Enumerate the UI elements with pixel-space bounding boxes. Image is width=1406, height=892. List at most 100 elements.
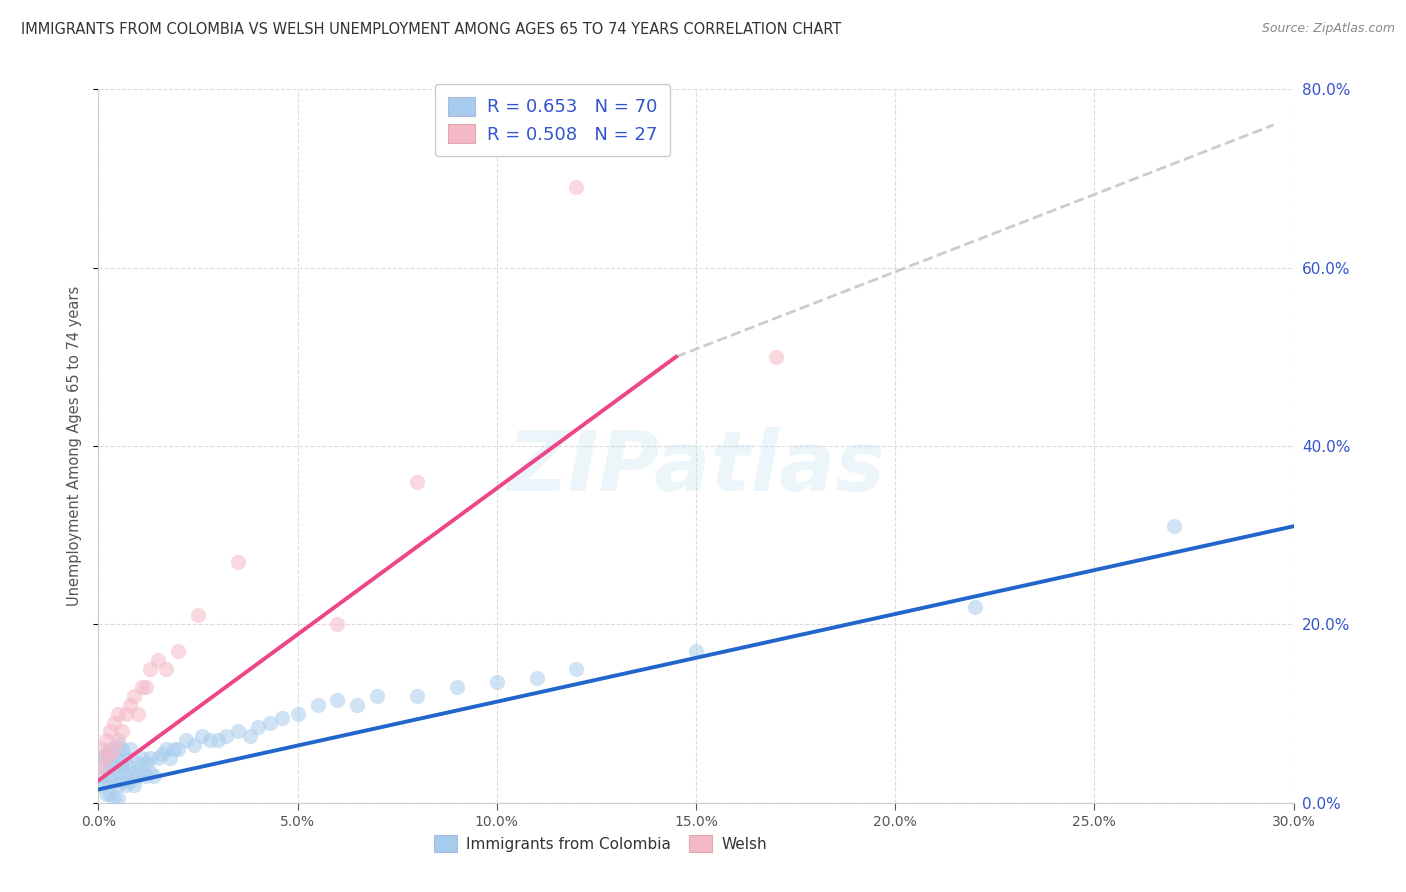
Point bbox=[96, 751, 118, 765]
Point bbox=[107, 764, 129, 779]
Point bbox=[96, 773, 118, 788]
Point bbox=[100, 742, 122, 756]
Point bbox=[115, 764, 138, 779]
Legend: Immigrants from Colombia, Welsh: Immigrants from Colombia, Welsh bbox=[426, 828, 775, 859]
Point bbox=[96, 747, 118, 761]
Point bbox=[406, 475, 429, 489]
Point bbox=[167, 644, 190, 658]
Point bbox=[174, 733, 197, 747]
Point bbox=[565, 180, 588, 194]
Point bbox=[96, 733, 118, 747]
Point bbox=[307, 698, 329, 712]
Point bbox=[485, 675, 508, 690]
Point bbox=[103, 773, 125, 788]
Point bbox=[183, 738, 205, 752]
Text: ZIPatlas: ZIPatlas bbox=[508, 427, 884, 508]
Point bbox=[239, 729, 262, 743]
Point bbox=[198, 733, 221, 747]
Point bbox=[326, 617, 349, 632]
Point bbox=[366, 689, 388, 703]
Point bbox=[107, 751, 129, 765]
Point bbox=[246, 720, 269, 734]
Point bbox=[107, 733, 129, 747]
Point bbox=[685, 644, 707, 658]
Point bbox=[765, 350, 787, 364]
Point bbox=[143, 769, 166, 783]
Point bbox=[103, 747, 125, 761]
Point bbox=[163, 742, 186, 756]
Point bbox=[124, 764, 146, 779]
Point bbox=[100, 747, 122, 761]
Point bbox=[270, 711, 292, 725]
Point bbox=[139, 662, 162, 676]
Point bbox=[963, 599, 986, 614]
Point bbox=[111, 724, 134, 739]
Point bbox=[103, 715, 125, 730]
Text: IMMIGRANTS FROM COLOMBIA VS WELSH UNEMPLOYMENT AMONG AGES 65 TO 74 YEARS CORRELA: IMMIGRANTS FROM COLOMBIA VS WELSH UNEMPL… bbox=[21, 22, 841, 37]
Point bbox=[259, 715, 281, 730]
Point bbox=[150, 747, 173, 761]
Point bbox=[131, 764, 153, 779]
Point bbox=[100, 724, 122, 739]
Point bbox=[135, 756, 157, 770]
Point bbox=[1163, 519, 1185, 533]
Point bbox=[91, 760, 114, 774]
Point bbox=[91, 742, 114, 756]
Point bbox=[91, 778, 114, 792]
Point bbox=[111, 742, 134, 756]
Point bbox=[191, 729, 214, 743]
Point bbox=[100, 756, 122, 770]
Point bbox=[346, 698, 368, 712]
Point bbox=[115, 706, 138, 721]
Point bbox=[406, 689, 429, 703]
Point bbox=[167, 742, 190, 756]
Point bbox=[226, 555, 249, 569]
Point bbox=[107, 791, 129, 805]
Point bbox=[155, 742, 177, 756]
Point bbox=[326, 693, 349, 707]
Point bbox=[120, 773, 142, 788]
Point bbox=[215, 729, 238, 743]
Point bbox=[135, 680, 157, 694]
Point bbox=[107, 778, 129, 792]
Point bbox=[120, 760, 142, 774]
Point bbox=[187, 608, 209, 623]
Point bbox=[96, 787, 118, 801]
Point bbox=[127, 706, 149, 721]
Point bbox=[135, 769, 157, 783]
Point bbox=[107, 738, 129, 752]
Point bbox=[207, 733, 229, 747]
Point bbox=[565, 662, 588, 676]
Point bbox=[124, 689, 146, 703]
Point bbox=[100, 769, 122, 783]
Point bbox=[155, 662, 177, 676]
Point bbox=[111, 773, 134, 788]
Point bbox=[526, 671, 548, 685]
Point bbox=[127, 769, 149, 783]
Point bbox=[115, 751, 138, 765]
Point bbox=[91, 769, 114, 783]
Point bbox=[100, 787, 122, 801]
Point bbox=[91, 751, 114, 765]
Point bbox=[139, 751, 162, 765]
Point bbox=[120, 698, 142, 712]
Point bbox=[124, 778, 146, 792]
Point bbox=[103, 742, 125, 756]
Point bbox=[131, 680, 153, 694]
Point bbox=[446, 680, 468, 694]
Point bbox=[159, 751, 181, 765]
Point bbox=[287, 706, 309, 721]
Point bbox=[107, 706, 129, 721]
Point bbox=[127, 756, 149, 770]
Point bbox=[111, 760, 134, 774]
Point bbox=[226, 724, 249, 739]
Point bbox=[96, 760, 118, 774]
Point bbox=[148, 751, 170, 765]
Point bbox=[103, 791, 125, 805]
Point bbox=[131, 751, 153, 765]
Y-axis label: Unemployment Among Ages 65 to 74 years: Unemployment Among Ages 65 to 74 years bbox=[67, 285, 83, 607]
Point bbox=[139, 764, 162, 779]
Point bbox=[120, 742, 142, 756]
Point bbox=[103, 760, 125, 774]
Point bbox=[115, 778, 138, 792]
